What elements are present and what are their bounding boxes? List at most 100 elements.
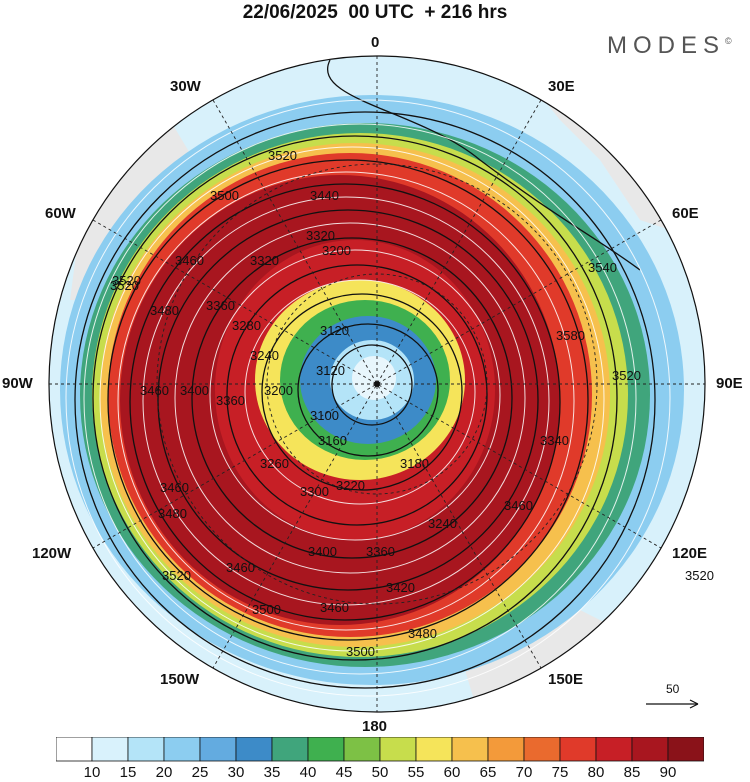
- contour-label: 3260: [260, 456, 289, 471]
- contour-label: 3400: [180, 383, 209, 398]
- contour-label: 3240: [428, 516, 457, 531]
- colorbar-tick-label: 30: [227, 764, 245, 781]
- contour-label-group: 3520 3500 3440 3320 3460 3360 3320 3280 …: [110, 148, 714, 659]
- brand-logo: MODES©: [607, 32, 732, 59]
- contour-label: 3460: [226, 560, 255, 575]
- contour-label: 3520: [268, 148, 297, 163]
- lon-label-30e: 30E: [548, 78, 575, 95]
- contour-label: 3280: [232, 318, 261, 333]
- contour-label: 3580: [556, 328, 585, 343]
- contour-label: 3460: [140, 383, 169, 398]
- contour-label: 3220: [336, 478, 365, 493]
- colorbar-tick-label: 80: [587, 764, 605, 781]
- contour-label: 3360: [216, 393, 245, 408]
- speed-band-10-inner: [352, 356, 396, 400]
- contour-label: 3540: [588, 260, 617, 275]
- colorbar-tick-label: 65: [479, 764, 497, 781]
- colorbar-tick-label: 60: [443, 764, 461, 781]
- contour-label: 3500: [252, 602, 281, 617]
- contour-label: 3200: [322, 243, 351, 258]
- contour-label: 3520: [612, 368, 641, 383]
- colorbar-swatch: [163, 737, 201, 762]
- colorbar-swatch: [307, 737, 345, 762]
- colorbar-tick-label: 70: [515, 764, 533, 781]
- contour-label: 3240: [250, 348, 279, 363]
- colorbar-swatch: [235, 737, 273, 762]
- colorbar-tick-label: 55: [407, 764, 425, 781]
- lon-label-150w: 150W: [160, 671, 200, 688]
- map-title: 22/06/2025 00 UTC + 216 hrs: [242, 2, 508, 23]
- colorbar-swatch: [127, 737, 165, 762]
- contour-label: 3340: [540, 433, 569, 448]
- contour-label: 3480: [150, 303, 179, 318]
- lon-label-60e: 60E: [672, 205, 699, 222]
- colorbar-swatch: [559, 737, 597, 762]
- lon-label-60w: 60W: [45, 205, 76, 222]
- contour-label: 3480: [408, 626, 437, 641]
- contour-label: 3360: [366, 544, 395, 559]
- colorbar-tick-label: 20: [155, 764, 173, 781]
- colorbar-tick-label: 85: [623, 764, 641, 781]
- contour-label: 3480: [158, 506, 187, 521]
- colorbar-swatch: [595, 737, 633, 762]
- contour-label: 3460: [175, 253, 204, 268]
- colorbar-swatch: [343, 737, 381, 762]
- contour-label: 3160: [318, 433, 347, 448]
- reference-vector: [646, 699, 699, 709]
- south-pole-marker: [374, 381, 380, 387]
- graticule: [49, 56, 705, 712]
- contour-label: 3500: [346, 644, 375, 659]
- lon-label-120e: 120E: [672, 545, 708, 562]
- contour-label: 3120: [320, 323, 349, 338]
- reference-vector-label: 50: [666, 682, 680, 696]
- contour-label: 3300: [300, 484, 329, 499]
- colorbar-tick-label: 90: [659, 764, 677, 781]
- colorbar-swatch: [379, 737, 417, 762]
- lon-label-120w: 120W: [32, 545, 72, 562]
- colorbar-swatch: [451, 737, 489, 762]
- contour-label: 3120: [316, 363, 345, 378]
- colorbar-tick-label: 40: [299, 764, 317, 781]
- colorbar-tick-label: 50: [371, 764, 389, 781]
- streamlines: [65, 99, 671, 697]
- colorbar-swatch: [91, 737, 129, 762]
- colorbar-tick-label: 10: [83, 764, 101, 781]
- colorbar-tick-label: 15: [119, 764, 137, 781]
- colorbar: [56, 737, 704, 762]
- contour-label: 3460: [160, 480, 189, 495]
- contour-label: 3320: [250, 253, 279, 268]
- colorbar-swatch: [487, 737, 525, 762]
- colorbar-swatch: [415, 737, 453, 762]
- contour-label: 3500: [210, 188, 239, 203]
- contour-label: 3200: [264, 383, 293, 398]
- lon-label-150e: 150E: [548, 671, 584, 688]
- map-border: [48, 55, 706, 713]
- colorbar-tick-label: 45: [335, 764, 353, 781]
- lon-label-30w: 30W: [170, 78, 201, 95]
- colorbar-tick-label: 75: [551, 764, 569, 781]
- contour-label: 3520: [162, 568, 191, 583]
- colorbar-swatch: [271, 737, 309, 762]
- height-contours: [74, 59, 656, 689]
- contour-label: 3360: [206, 298, 235, 313]
- contour-label: 3180: [400, 456, 429, 471]
- colorbar-swatch: [631, 737, 669, 762]
- contour-label: 3320: [306, 228, 335, 243]
- contour-label: 3420: [386, 580, 415, 595]
- contour-label: 3460: [504, 498, 533, 513]
- colorbar-tick-label: 35: [263, 764, 281, 781]
- contour-label: 3400: [308, 544, 337, 559]
- colorbar-tick-label: 25: [191, 764, 209, 781]
- contour-label: 3100: [310, 408, 339, 423]
- contour-label: 3440: [310, 188, 339, 203]
- contour-label: 3520: [112, 273, 141, 288]
- lon-label-90e: 90E: [716, 375, 743, 392]
- contour-label: 3460: [320, 600, 349, 615]
- lon-label-0: 0: [371, 34, 380, 51]
- colorbar-swatch: [523, 737, 561, 762]
- contour-label: 3520: [685, 568, 714, 583]
- contour-label: 3520: [110, 278, 139, 293]
- colorbar-swatch: [199, 737, 237, 762]
- colorbar-swatch: [667, 737, 704, 762]
